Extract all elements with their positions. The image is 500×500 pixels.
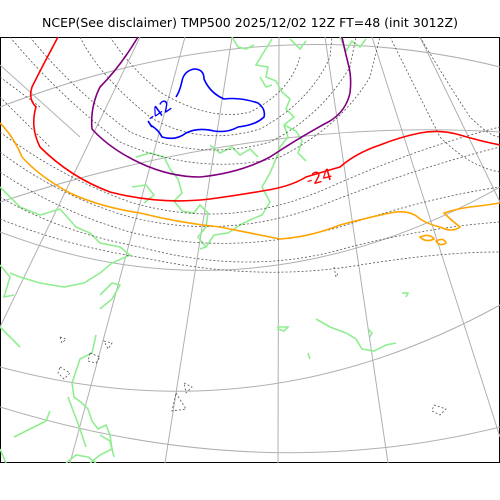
contour-line-purple	[90, 37, 352, 178]
contour-line-orange	[0, 122, 500, 240]
contour-line-red	[29, 37, 500, 202]
contour-line-blue-2	[147, 120, 153, 128]
map-title: NCEP(See disclaimer) TMP500 2025/12/02 1…	[41, 15, 458, 30]
dotted-contours	[0, 37, 500, 416]
contour-line-orange-2	[418, 234, 447, 246]
coastline	[0, 37, 410, 463]
temperature-map: -42 -24	[0, 37, 500, 463]
contour-line-blue	[149, 68, 266, 140]
map-frame	[0, 37, 500, 463]
